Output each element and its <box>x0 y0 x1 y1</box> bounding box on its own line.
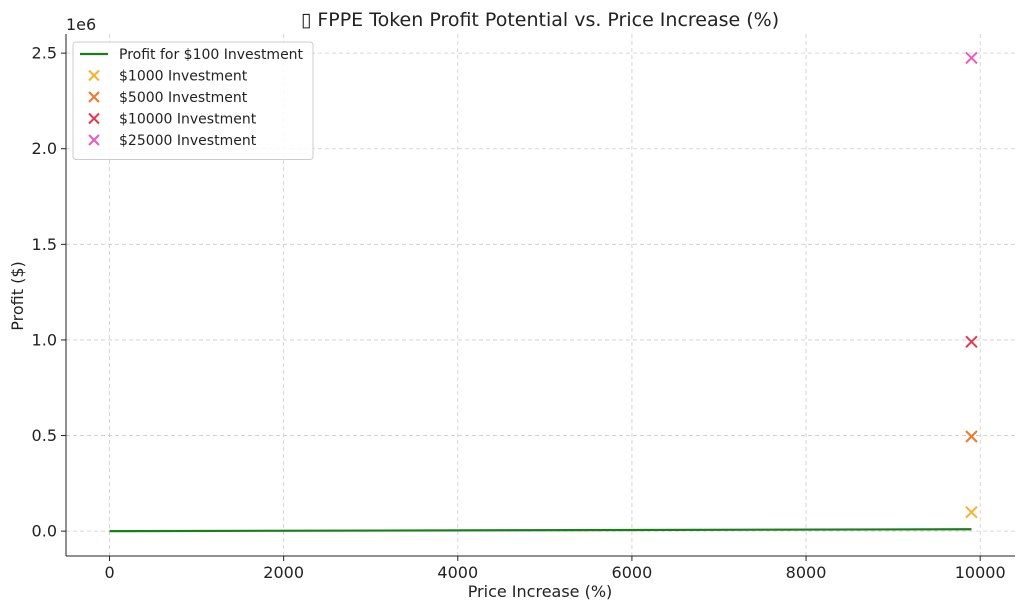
scatter-point-0 <box>965 506 978 519</box>
axes: 0 2000 4000 6000 8000 10000 0.0 0.5 1.0 1.5 2.0 2.5 <box>32 34 1015 582</box>
marker-stroke <box>88 112 100 125</box>
legend: Profit for $100 Investment $1000 Investme… <box>72 41 314 160</box>
x-tick-label: 4000 <box>437 563 478 582</box>
x-axis-label: Price Increase (%) <box>468 582 613 601</box>
legend-x-marker <box>88 69 100 82</box>
marker-stroke <box>965 430 978 443</box>
y-axis-label: Profit ($) <box>8 261 27 330</box>
legend-entry: $10000 Investment <box>119 112 257 128</box>
scatter-point-2 <box>965 335 978 349</box>
x-tick-label: 2000 <box>263 563 304 582</box>
legend-entry: $25000 Investment <box>119 133 257 149</box>
legend-x-marker <box>88 91 100 103</box>
legend-box <box>72 41 314 160</box>
marker-stroke <box>965 506 978 519</box>
line-series-0 <box>109 528 972 533</box>
x-tick-label: 8000 <box>786 563 827 582</box>
legend-entry: $5000 Investment <box>119 90 248 106</box>
y-tick-label: 0.0 <box>32 522 57 541</box>
y-axis-multiplier: 1e6 <box>66 15 96 34</box>
marker-stroke <box>88 69 100 82</box>
y-tick-label: 0.5 <box>32 426 57 445</box>
scatter-point-1 <box>965 430 978 443</box>
y-tick-label: 2.5 <box>32 44 57 63</box>
x-tick-label: 10000 <box>955 563 1006 582</box>
plot-area <box>109 51 978 533</box>
y-tick-label: 2.0 <box>32 139 57 158</box>
chart-title: ▯ FPPE Token Profit Potential vs. Price … <box>301 9 779 31</box>
legend-x-marker <box>88 112 100 125</box>
y-tick-label: 1.5 <box>32 235 57 254</box>
x-tick-label: 0 <box>104 563 114 582</box>
marker-stroke <box>88 134 100 146</box>
marker-stroke <box>965 335 978 349</box>
x-tick-label: 6000 <box>612 563 653 582</box>
marker-stroke <box>88 91 100 103</box>
scatter-point-3 <box>965 51 978 65</box>
legend-entry: Profit for $100 Investment <box>119 47 304 63</box>
marker-stroke <box>965 51 978 65</box>
legend-x-marker <box>88 134 100 146</box>
y-tick-label: 1.0 <box>32 330 57 349</box>
legend-entry: $1000 Investment <box>119 69 248 85</box>
